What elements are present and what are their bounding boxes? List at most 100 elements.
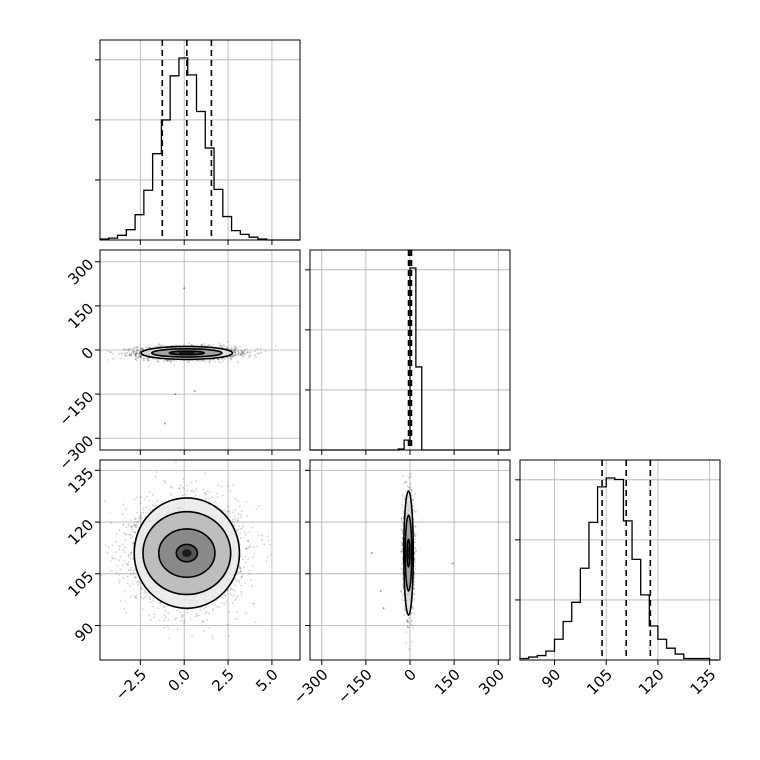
- sample-point: [254, 354, 256, 357]
- sample-point: [128, 348, 130, 351]
- sample-point: [115, 571, 118, 574]
- sample-point: [122, 524, 124, 527]
- sample-point: [124, 351, 126, 354]
- sample-point: [234, 509, 237, 512]
- sample-point: [243, 353, 246, 355]
- sample-point: [136, 496, 139, 499]
- sample-point: [238, 580, 241, 583]
- sample-point: [208, 497, 211, 499]
- sample-point: [156, 345, 159, 348]
- sample-point: [147, 591, 149, 594]
- sample-point: [147, 359, 150, 362]
- sample-point: [241, 524, 244, 527]
- sample-point: [239, 570, 242, 573]
- sample-point: [149, 618, 152, 621]
- sample-point: [111, 357, 114, 360]
- sample-point: [190, 490, 193, 493]
- sample-point: [121, 543, 124, 546]
- sample-point: [259, 347, 262, 350]
- sample-point: [228, 356, 231, 359]
- sample-point: [133, 594, 136, 597]
- sample-point: [234, 351, 237, 354]
- sample-point: [237, 350, 240, 353]
- sample-point: [205, 493, 208, 496]
- sample-point: [202, 619, 205, 622]
- sample-point: [145, 506, 148, 509]
- sample-point: [130, 353, 133, 356]
- sample-point: [140, 512, 143, 515]
- sample-point: [188, 342, 190, 345]
- sample-point: [226, 623, 229, 626]
- sample-point: [148, 346, 151, 349]
- sample-point: [123, 546, 126, 549]
- sample-point: [233, 351, 235, 354]
- sample-point: [126, 351, 129, 354]
- sample-point: [123, 608, 126, 611]
- sample-point: [229, 357, 232, 360]
- sample-point: [122, 503, 125, 506]
- outlier-point: [183, 287, 186, 290]
- sample-point: [234, 584, 237, 587]
- sample-point: [141, 347, 143, 350]
- sample-point: [152, 599, 155, 602]
- sample-point: [121, 564, 124, 567]
- sample-point: [127, 563, 130, 566]
- sample-point: [191, 344, 194, 347]
- sample-point: [238, 352, 240, 354]
- sample-point: [122, 348, 125, 351]
- sample-point: [221, 601, 224, 604]
- sample-point: [233, 351, 236, 354]
- sample-point: [136, 593, 138, 596]
- sample-point: [138, 354, 140, 357]
- sample-point: [257, 352, 260, 355]
- sample-point: [148, 499, 151, 502]
- x-tick-label: 5.0: [252, 666, 282, 696]
- sample-point: [220, 345, 223, 348]
- sample-point: [152, 504, 154, 506]
- sample-point: [249, 354, 252, 357]
- sample-point: [247, 351, 250, 353]
- sample-point: [234, 578, 237, 580]
- sample-point: [131, 350, 134, 352]
- sample-point: [149, 601, 152, 603]
- sample-point: [128, 354, 131, 357]
- sample-point: [202, 343, 205, 345]
- sample-point: [219, 361, 222, 364]
- sample-point: [139, 352, 141, 354]
- sample-point: [246, 539, 249, 542]
- sample-point: [137, 349, 139, 352]
- sample-point: [219, 344, 222, 347]
- sample-point: [222, 343, 225, 346]
- y-tick-label: 300: [64, 255, 97, 288]
- x-tick-label: 90: [538, 666, 564, 692]
- sample-point: [132, 541, 135, 544]
- sample-point: [143, 590, 146, 592]
- sample-point: [232, 483, 235, 486]
- sample-point: [227, 634, 230, 637]
- sample-point: [120, 352, 123, 355]
- sample-point: [138, 352, 141, 355]
- sample-point: [240, 349, 243, 352]
- sample-point: [139, 347, 142, 349]
- sample-point: [121, 352, 124, 355]
- sample-point: [248, 354, 251, 357]
- sample-point: [239, 566, 241, 569]
- histogram-step-line: [519, 477, 719, 661]
- sample-point: [135, 350, 138, 353]
- sample-point: [211, 637, 214, 639]
- sample-point: [233, 347, 236, 350]
- y-tick-label: −150: [56, 388, 98, 430]
- sample-point: [130, 353, 133, 356]
- sample-point: [147, 356, 150, 359]
- sample-point: [107, 350, 109, 353]
- sample-point: [170, 360, 173, 363]
- sample-point: [123, 348, 126, 351]
- sample-point: [133, 351, 135, 353]
- sample-point: [180, 619, 182, 622]
- sample-point: [125, 355, 128, 357]
- sample-point: [118, 545, 121, 547]
- sample-point: [254, 350, 256, 352]
- sample-point: [171, 486, 174, 489]
- sample-point: [200, 344, 202, 347]
- sample-point: [130, 552, 133, 555]
